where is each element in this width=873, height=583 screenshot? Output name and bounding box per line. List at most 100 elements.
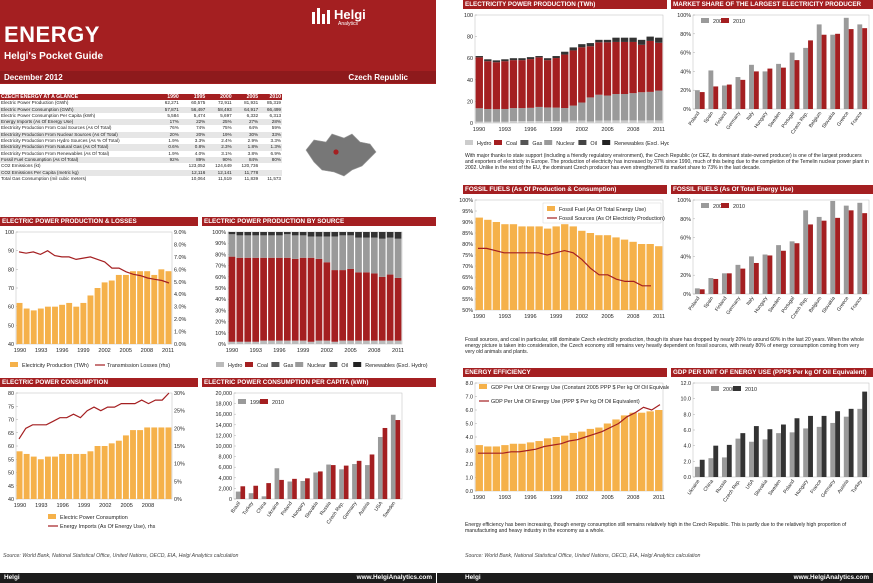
legend-label: Electricity Production (TWh)	[22, 363, 89, 369]
y-tick-label-right: 20%	[174, 426, 185, 432]
bar-coal	[518, 60, 526, 109]
bar	[708, 278, 714, 294]
source-note: Source: World Bank, National Statistical…	[465, 553, 701, 559]
y-tick-label-right: 15%	[174, 444, 185, 450]
bar-other	[355, 232, 362, 238]
bar-nuclear	[475, 108, 483, 122]
bar-other	[291, 232, 299, 236]
bar-gdp-constant	[501, 445, 509, 491]
bar-coal	[509, 60, 518, 109]
y-tick-label: 100%	[677, 198, 691, 204]
bar-hydro	[535, 120, 543, 123]
legend-swatch	[245, 362, 253, 367]
section-title: ELECTRIC POWER CONSUMPTION PER CAPITA (k…	[202, 378, 436, 387]
x-tick-label: 1990	[226, 348, 238, 354]
bar-coal	[347, 268, 354, 341]
bar	[740, 79, 746, 109]
x-tick-label: 2011	[162, 348, 174, 354]
bar	[843, 205, 849, 294]
bar	[740, 268, 746, 294]
report-date: December 2012	[4, 73, 63, 82]
bar-gdp-constant	[655, 410, 663, 491]
page-subtitle: Helgi's Pocket Guide	[4, 51, 104, 62]
bar-fossil-fuel	[586, 233, 595, 310]
x-tick-label: 2005	[344, 348, 356, 354]
bar-consumption	[144, 427, 151, 499]
bar	[843, 17, 849, 109]
row-value: 1.9%	[168, 150, 179, 156]
bar-other	[637, 39, 646, 45]
legend-label: Gas	[532, 141, 542, 147]
bar-nuclear	[283, 234, 291, 258]
bar-fossil-fuel	[518, 226, 526, 310]
bar-coal	[526, 59, 535, 108]
y-tick-label: 50%	[215, 286, 226, 292]
footer-logo: Helgi	[4, 574, 20, 581]
bar-fossil-fuel	[612, 237, 620, 310]
logo-icon	[312, 8, 330, 24]
row-value: 120,736	[241, 163, 259, 169]
bar-production	[44, 306, 51, 344]
y-tick-label: 8.0	[684, 412, 692, 418]
y-tick-label: 20	[467, 99, 473, 105]
row-value: 3.8%	[247, 150, 259, 156]
chart-fossil-line: 100% 95% 90% 85% 80% 75% 70% 65% 60% 55% 50%1990 19…	[459, 198, 665, 320]
bar-fossil-fuel	[484, 219, 492, 310]
x-tick-label: 2005	[601, 495, 613, 501]
bar-gdp-constant	[637, 412, 646, 491]
bar-hydro	[228, 341, 236, 344]
bar	[789, 52, 795, 109]
legend-swatch	[520, 140, 529, 145]
bar-coal	[283, 257, 291, 341]
x-category-label: Germany	[725, 110, 742, 131]
bar	[713, 445, 719, 477]
bar-coal	[315, 258, 323, 341]
bar-coal	[603, 42, 612, 96]
bar-gdp-constant	[578, 431, 586, 491]
x-category-label: Greece	[836, 296, 850, 313]
y-tick-label: 100%	[212, 230, 226, 236]
bar-nuclear	[543, 107, 552, 122]
row-value: 5,697	[220, 112, 232, 118]
bar-coal	[244, 257, 252, 342]
bar-hydro	[501, 121, 509, 123]
chart-production-by-source: 100% 90% 80% 70% 60% 50% 40% 30% 20% 10% 0%1990 199…	[212, 230, 428, 369]
y-tick-label: 70	[8, 418, 14, 424]
x-tick-label: 1996	[273, 348, 285, 354]
x-tick-label: 2002	[576, 314, 588, 320]
legend-label: GDP Per Unit Of Energy Use (PPP $ Per kg…	[491, 399, 640, 405]
bar-gdp-constant	[492, 446, 501, 491]
bar	[762, 71, 768, 109]
y-tick-label: 80	[8, 391, 14, 397]
bar-nuclear	[578, 102, 586, 121]
bar-coal	[637, 44, 646, 93]
table-row: Electric Power Consumption (GWh) 57,871 56…	[0, 106, 282, 113]
bar	[862, 28, 868, 109]
bar-other	[252, 232, 260, 236]
row-value: 6.9%	[270, 150, 281, 156]
row-value: 0.6%	[157, 144, 180, 151]
y-tick-label: 0%	[218, 342, 226, 348]
bar	[749, 64, 754, 109]
x-category-label: Germany	[820, 478, 837, 499]
bar-coal	[394, 277, 402, 341]
x-category-label: Slovakia	[753, 479, 769, 498]
y-tick-label: 40%	[680, 69, 691, 75]
bar-gdp-constant	[475, 445, 483, 491]
row-value: 6,332	[246, 112, 259, 118]
bar	[343, 465, 349, 499]
bar	[235, 491, 241, 499]
bar-production	[108, 280, 115, 344]
bar	[816, 216, 822, 294]
y-tick-label: 40%	[215, 297, 226, 303]
bar-coal	[620, 41, 629, 94]
bar-consumption	[108, 443, 115, 499]
footer-url-link[interactable]: www.HelgiAnalytics.com	[356, 574, 432, 581]
bar	[721, 85, 727, 109]
row-value: 33%	[259, 131, 282, 139]
legend-label: 2000	[713, 204, 725, 210]
x-tick-label: 2008	[627, 314, 639, 320]
footer-url-link[interactable]: www.HelgiAnalytics.com	[793, 574, 869, 581]
x-category-label: Slovakia	[304, 501, 320, 520]
legend-box	[542, 202, 662, 224]
